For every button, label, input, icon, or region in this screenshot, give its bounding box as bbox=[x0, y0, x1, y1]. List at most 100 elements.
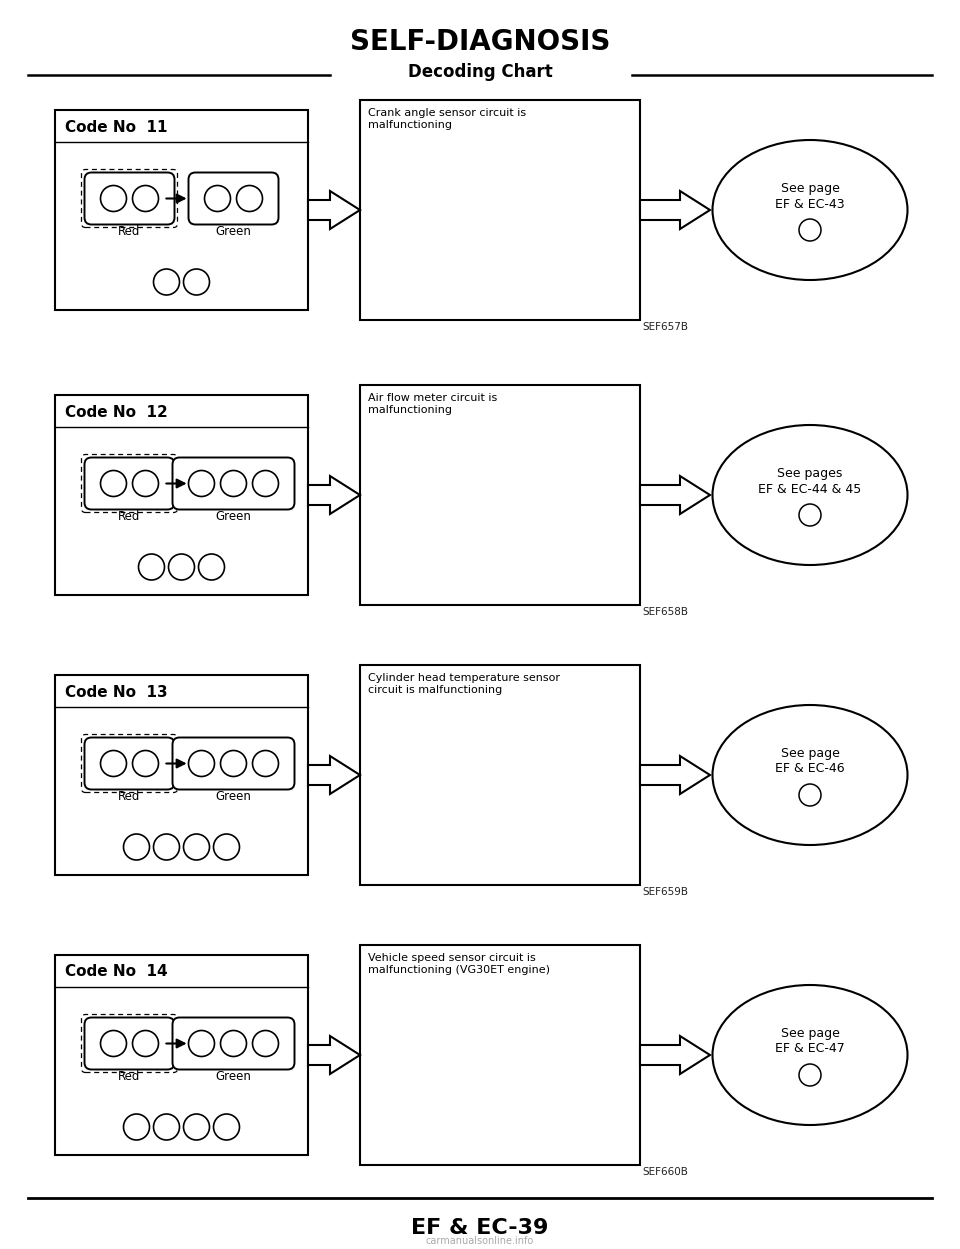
Circle shape bbox=[252, 1030, 278, 1057]
Ellipse shape bbox=[712, 425, 907, 565]
Text: SEF658B: SEF658B bbox=[642, 607, 688, 617]
FancyBboxPatch shape bbox=[173, 737, 295, 789]
Text: Green: Green bbox=[216, 1069, 252, 1083]
Ellipse shape bbox=[712, 985, 907, 1125]
Bar bbox=[55, 110, 308, 310]
Polygon shape bbox=[640, 1035, 710, 1074]
Circle shape bbox=[183, 1114, 209, 1140]
Text: EF & EC-44 & 45: EF & EC-44 & 45 bbox=[758, 482, 862, 496]
Circle shape bbox=[101, 1030, 127, 1057]
Text: Code No  13: Code No 13 bbox=[65, 684, 168, 699]
Text: EF & EC-43: EF & EC-43 bbox=[775, 197, 845, 211]
Text: EF & EC-47: EF & EC-47 bbox=[775, 1043, 845, 1055]
Bar bbox=[55, 955, 308, 1155]
Circle shape bbox=[199, 555, 225, 580]
Bar bbox=[360, 664, 640, 886]
Text: Green: Green bbox=[216, 510, 252, 522]
FancyBboxPatch shape bbox=[84, 457, 175, 510]
FancyBboxPatch shape bbox=[82, 734, 178, 793]
Text: Vehicle speed sensor circuit is
malfunctioning (VG30ET engine): Vehicle speed sensor circuit is malfunct… bbox=[368, 953, 550, 974]
Text: SELF-DIAGNOSIS: SELF-DIAGNOSIS bbox=[349, 27, 611, 56]
Text: Green: Green bbox=[216, 789, 252, 803]
Circle shape bbox=[132, 1030, 158, 1057]
Text: SEF660B: SEF660B bbox=[642, 1167, 688, 1177]
Text: Decoding Chart: Decoding Chart bbox=[408, 62, 552, 81]
Text: See page: See page bbox=[780, 181, 839, 195]
Circle shape bbox=[124, 834, 150, 861]
Polygon shape bbox=[308, 756, 360, 794]
Circle shape bbox=[188, 751, 214, 777]
Circle shape bbox=[101, 471, 127, 497]
Circle shape bbox=[799, 505, 821, 526]
Circle shape bbox=[154, 834, 180, 861]
FancyBboxPatch shape bbox=[188, 172, 278, 225]
Circle shape bbox=[183, 269, 209, 295]
Text: D: D bbox=[805, 1068, 815, 1082]
Polygon shape bbox=[640, 756, 710, 794]
Circle shape bbox=[132, 471, 158, 497]
Text: Code No  11: Code No 11 bbox=[65, 120, 167, 135]
Text: See page: See page bbox=[780, 747, 839, 759]
Ellipse shape bbox=[712, 704, 907, 846]
Polygon shape bbox=[640, 476, 710, 515]
Circle shape bbox=[204, 186, 230, 211]
Text: A: A bbox=[805, 224, 815, 236]
Circle shape bbox=[799, 219, 821, 241]
Circle shape bbox=[138, 555, 164, 580]
FancyBboxPatch shape bbox=[173, 457, 295, 510]
Text: Red: Red bbox=[118, 789, 141, 803]
Text: EF & EC-39: EF & EC-39 bbox=[411, 1218, 549, 1238]
Text: Crank angle sensor circuit is
malfunctioning: Crank angle sensor circuit is malfunctio… bbox=[368, 107, 526, 130]
Text: carmanualsonline.info: carmanualsonline.info bbox=[426, 1237, 534, 1247]
Text: C: C bbox=[805, 788, 814, 802]
Circle shape bbox=[221, 751, 247, 777]
Circle shape bbox=[132, 186, 158, 211]
Text: See pages: See pages bbox=[778, 466, 843, 480]
Polygon shape bbox=[308, 476, 360, 515]
Circle shape bbox=[252, 751, 278, 777]
Bar bbox=[360, 100, 640, 320]
FancyBboxPatch shape bbox=[84, 737, 175, 789]
Circle shape bbox=[188, 471, 214, 497]
Bar bbox=[360, 385, 640, 605]
Bar bbox=[360, 945, 640, 1165]
Text: Code No  14: Code No 14 bbox=[65, 964, 168, 979]
Circle shape bbox=[213, 1114, 239, 1140]
Circle shape bbox=[236, 186, 262, 211]
Text: Air flow meter circuit is
malfunctioning: Air flow meter circuit is malfunctioning bbox=[368, 393, 497, 415]
Text: SEF659B: SEF659B bbox=[642, 887, 688, 897]
Circle shape bbox=[154, 269, 180, 295]
Circle shape bbox=[252, 471, 278, 497]
Bar bbox=[55, 674, 308, 876]
Circle shape bbox=[799, 1064, 821, 1085]
Text: Green: Green bbox=[216, 225, 252, 237]
Circle shape bbox=[188, 1030, 214, 1057]
FancyBboxPatch shape bbox=[82, 170, 178, 227]
Circle shape bbox=[183, 834, 209, 861]
Text: EF & EC-46: EF & EC-46 bbox=[775, 762, 845, 776]
Text: Code No  12: Code No 12 bbox=[65, 405, 168, 420]
FancyBboxPatch shape bbox=[82, 1014, 178, 1073]
Text: SEF657B: SEF657B bbox=[642, 322, 688, 332]
FancyBboxPatch shape bbox=[84, 1018, 175, 1069]
Circle shape bbox=[124, 1114, 150, 1140]
Polygon shape bbox=[308, 191, 360, 229]
Circle shape bbox=[213, 834, 239, 861]
Text: Red: Red bbox=[118, 225, 141, 237]
FancyBboxPatch shape bbox=[173, 1018, 295, 1069]
Circle shape bbox=[132, 751, 158, 777]
Text: Red: Red bbox=[118, 510, 141, 522]
Ellipse shape bbox=[712, 140, 907, 280]
Circle shape bbox=[101, 751, 127, 777]
Circle shape bbox=[169, 555, 195, 580]
Circle shape bbox=[154, 1114, 180, 1140]
Circle shape bbox=[799, 784, 821, 806]
Text: Red: Red bbox=[118, 1069, 141, 1083]
Text: B: B bbox=[805, 508, 814, 522]
Circle shape bbox=[221, 1030, 247, 1057]
Text: Cylinder head temperature sensor
circuit is malfunctioning: Cylinder head temperature sensor circuit… bbox=[368, 673, 560, 694]
Polygon shape bbox=[308, 1035, 360, 1074]
Circle shape bbox=[101, 186, 127, 211]
Polygon shape bbox=[640, 191, 710, 229]
FancyBboxPatch shape bbox=[84, 172, 175, 225]
